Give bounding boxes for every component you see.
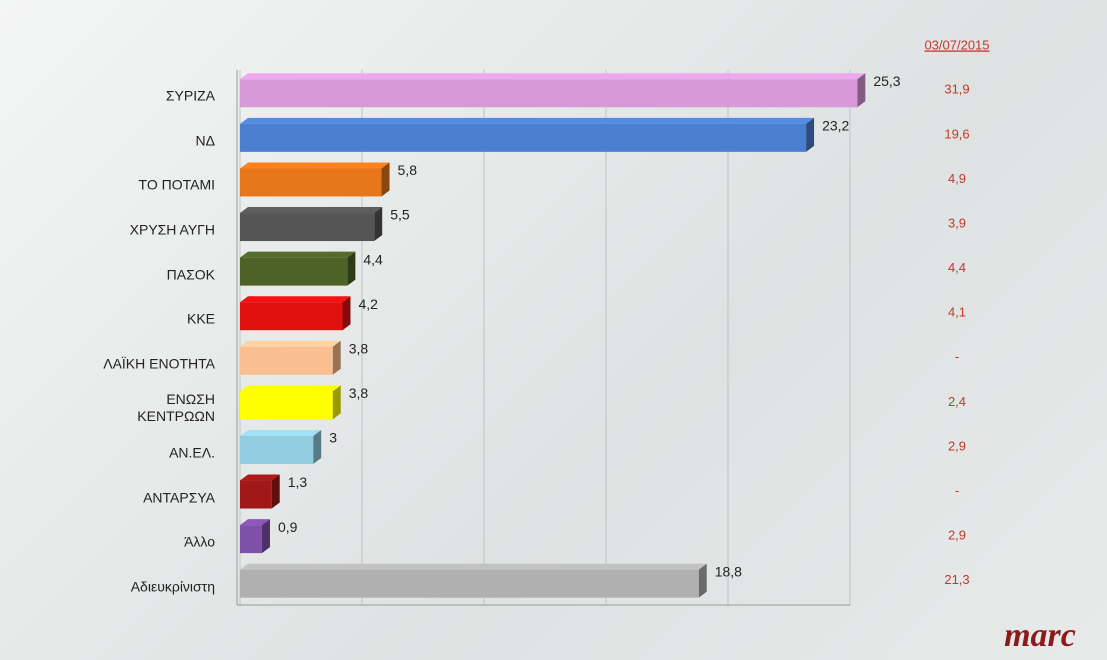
comparison-value: 31,9 xyxy=(944,82,969,97)
comparison-value: 3,9 xyxy=(948,215,966,230)
bar-top xyxy=(240,296,351,303)
comparison-value: - xyxy=(955,483,959,498)
comparison-value: 4,4 xyxy=(948,260,966,275)
bar xyxy=(240,123,807,152)
bar-side xyxy=(806,117,815,152)
bar-top xyxy=(240,251,356,258)
bar xyxy=(240,257,348,286)
category-label: ΛΑΪΚΗ ΕΝΟΤΗΤΑ xyxy=(103,355,215,372)
value-label: 3,8 xyxy=(349,340,369,356)
value-label: 3,8 xyxy=(349,385,369,401)
bar xyxy=(240,391,333,420)
bar xyxy=(240,346,333,375)
bar-top xyxy=(240,519,270,526)
category-label: ΧΡΥΣΗ ΑΥΓΗ xyxy=(129,221,215,238)
bar-top xyxy=(240,474,280,481)
value-label: 25,3 xyxy=(873,73,900,89)
bar xyxy=(240,480,272,509)
bar-top xyxy=(240,563,707,570)
bar xyxy=(240,569,699,598)
category-label: ΚΚΕ xyxy=(186,310,215,327)
category-label: Αδιευκρίνιστη xyxy=(130,578,215,595)
bar-top xyxy=(240,73,866,80)
bar-side xyxy=(347,251,356,286)
value-label: 5,5 xyxy=(390,207,410,223)
bar-side xyxy=(381,162,390,197)
logo: marc xyxy=(1004,617,1076,654)
bar-side xyxy=(332,385,341,420)
category-label: ΕΝΩΣΗ ΚΕΝΤΡΩΩΝ xyxy=(137,391,215,425)
bar-side xyxy=(271,474,280,509)
bar-side xyxy=(261,519,270,554)
bar-side xyxy=(342,296,351,331)
value-label: 0,9 xyxy=(278,519,298,535)
value-label: 4,4 xyxy=(363,251,383,267)
bar-top xyxy=(240,207,383,214)
bar xyxy=(240,79,858,108)
bar-side xyxy=(374,207,383,242)
comparison-value: 4,9 xyxy=(948,171,966,186)
comparison-value: 2,9 xyxy=(948,528,966,543)
bar xyxy=(240,213,375,242)
bar xyxy=(240,168,382,197)
value-label: 5,8 xyxy=(398,162,418,178)
bar xyxy=(240,302,343,331)
category-label: ΠΑΣΟΚ xyxy=(166,266,215,283)
bar-side xyxy=(698,563,707,598)
comparison-value: 2,9 xyxy=(948,438,966,453)
bar-side xyxy=(332,340,341,375)
comparison-value: - xyxy=(955,349,959,364)
bar-top xyxy=(240,162,390,169)
bar xyxy=(240,435,314,464)
comparison-value: 21,3 xyxy=(944,572,969,587)
bar-side xyxy=(313,429,322,464)
category-label: ΑΝ.ΕΛ. xyxy=(169,444,215,461)
category-label: ΝΔ xyxy=(195,132,215,149)
bar-top xyxy=(240,340,341,347)
value-label: 3 xyxy=(329,430,337,446)
category-label: Άλλο xyxy=(184,533,215,550)
bar xyxy=(240,525,262,554)
bar-top xyxy=(240,117,815,124)
value-label: 18,8 xyxy=(715,563,742,579)
category-label: ΣΥΡΙΖΑ xyxy=(165,87,215,104)
comparison-value: 4,1 xyxy=(948,305,966,320)
value-label: 23,2 xyxy=(822,118,849,134)
bar-top xyxy=(240,385,341,392)
bar-top xyxy=(240,429,322,436)
value-label: 4,2 xyxy=(358,296,378,312)
bar-side xyxy=(857,73,866,108)
value-label: 1,3 xyxy=(288,474,308,490)
category-label: ΤΟ ΠΟΤΑΜΙ xyxy=(138,176,215,193)
comparison-value: 19,6 xyxy=(944,126,969,141)
comparison-header: 03/07/2015 xyxy=(924,37,989,52)
comparison-value: 2,4 xyxy=(948,394,966,409)
category-label: ΑΝΤΑΡΣΥΑ xyxy=(143,489,215,506)
